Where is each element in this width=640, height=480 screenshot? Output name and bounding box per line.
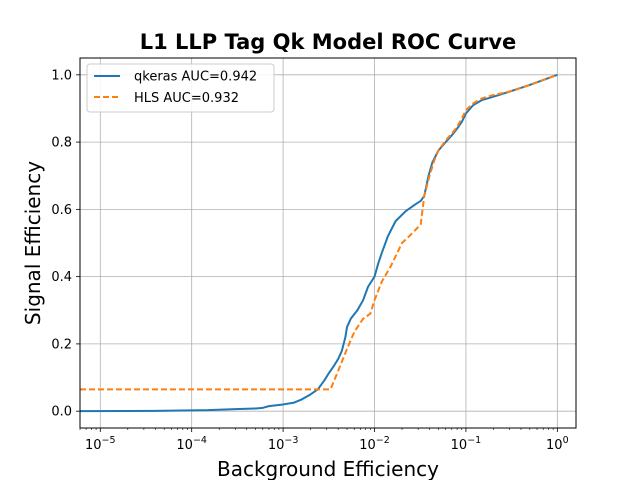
y-tick-label: 1.0 xyxy=(51,68,72,83)
x-tick-label: 10−1 xyxy=(451,435,482,453)
y-tick-label: 0.4 xyxy=(51,270,72,285)
legend-box xyxy=(86,63,275,113)
y-tick-label: 0.6 xyxy=(51,203,72,218)
grid xyxy=(80,58,576,428)
x-tick-label: 100 xyxy=(546,435,569,453)
chart-title: L1 LLP Tag Qk Model ROC Curve xyxy=(140,30,517,54)
qkeras-roc-line xyxy=(79,73,558,413)
y-tick-label: 0.0 xyxy=(51,405,72,420)
y-axis-label: Signal Efficiency xyxy=(21,161,45,325)
x-tick-label: 10−4 xyxy=(176,435,207,453)
series-lines xyxy=(79,73,558,413)
x-tick-label: 10−5 xyxy=(85,435,116,453)
hls-roc-line xyxy=(80,73,558,391)
y-tick-label: 0.8 xyxy=(51,136,72,151)
plot-frame xyxy=(79,57,577,429)
legend-label-qkeras: qkeras AUC=0.942 xyxy=(134,70,257,85)
legend: qkeras AUC=0.942 HLS AUC=0.932 xyxy=(86,63,275,113)
y-tick-label: 0.2 xyxy=(51,337,72,352)
x-tick-label: 10−2 xyxy=(359,435,390,453)
legend-label-hls: HLS AUC=0.932 xyxy=(134,91,239,106)
axis-ticks: 10−5 10−4 10−3 10−2 10−1 100 0.0 0.2 0.4 0.6 0.8 1.… xyxy=(51,68,568,453)
x-axis-label: Background Efficiency xyxy=(217,457,439,480)
x-tick-label: 10−3 xyxy=(268,435,299,453)
